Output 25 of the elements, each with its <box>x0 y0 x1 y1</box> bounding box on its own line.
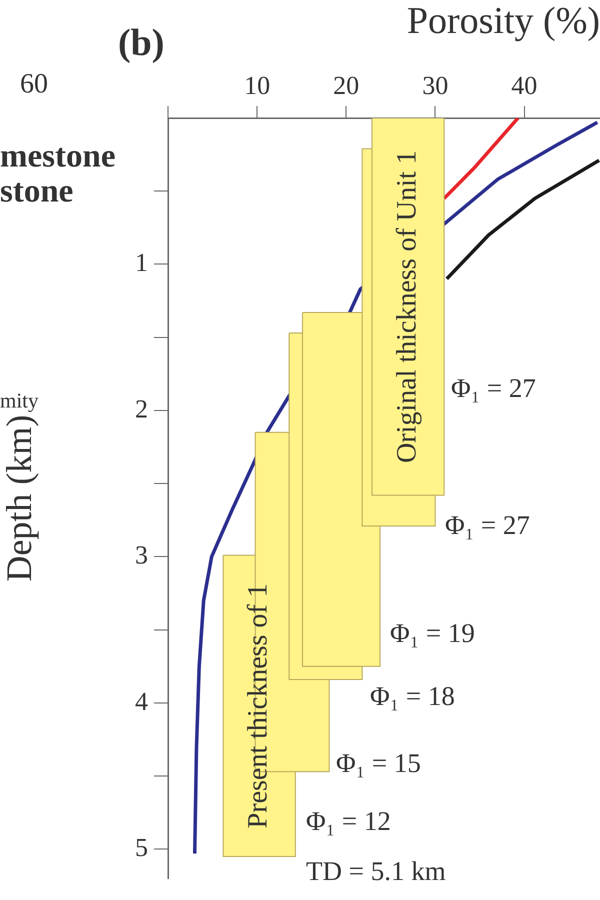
text: stone <box>0 174 74 210</box>
x-tick-label: 10 <box>244 71 270 100</box>
annotation: TD = 5.1 km <box>306 856 446 886</box>
y-tick-label: 5 <box>135 832 148 862</box>
text: (b) <box>118 22 164 64</box>
annotation: Φ₁ = 27 <box>451 373 536 404</box>
annotation: Φ₁ = 12 <box>306 806 391 836</box>
x-tick-label: 30 <box>422 71 448 100</box>
x-tick-label: 20 <box>333 71 360 100</box>
text: mity <box>0 388 40 413</box>
y-axis-title: Depth (km) <box>0 414 40 582</box>
series-label: Original thickness of Unit 1 <box>391 150 422 463</box>
x-axis-title: Porosity (%) <box>406 0 600 42</box>
text: mestone <box>0 138 116 175</box>
y-tick-label: 3 <box>135 540 148 570</box>
y-tick-label: 2 <box>135 394 148 424</box>
annotation: Φ₁ = 19 <box>390 618 475 648</box>
text: 60 <box>20 68 48 100</box>
y-tick-label: 1 <box>135 248 148 278</box>
y-tick-label: 4 <box>135 686 148 716</box>
annotation: Φ₁ = 18 <box>370 681 455 712</box>
series-label: Present thickness of 1 <box>242 583 274 828</box>
x-tick-label: 40 <box>511 71 538 100</box>
annotation: Φ₁ = 27 <box>445 510 530 540</box>
annotation: Φ₁ = 15 <box>336 748 421 778</box>
